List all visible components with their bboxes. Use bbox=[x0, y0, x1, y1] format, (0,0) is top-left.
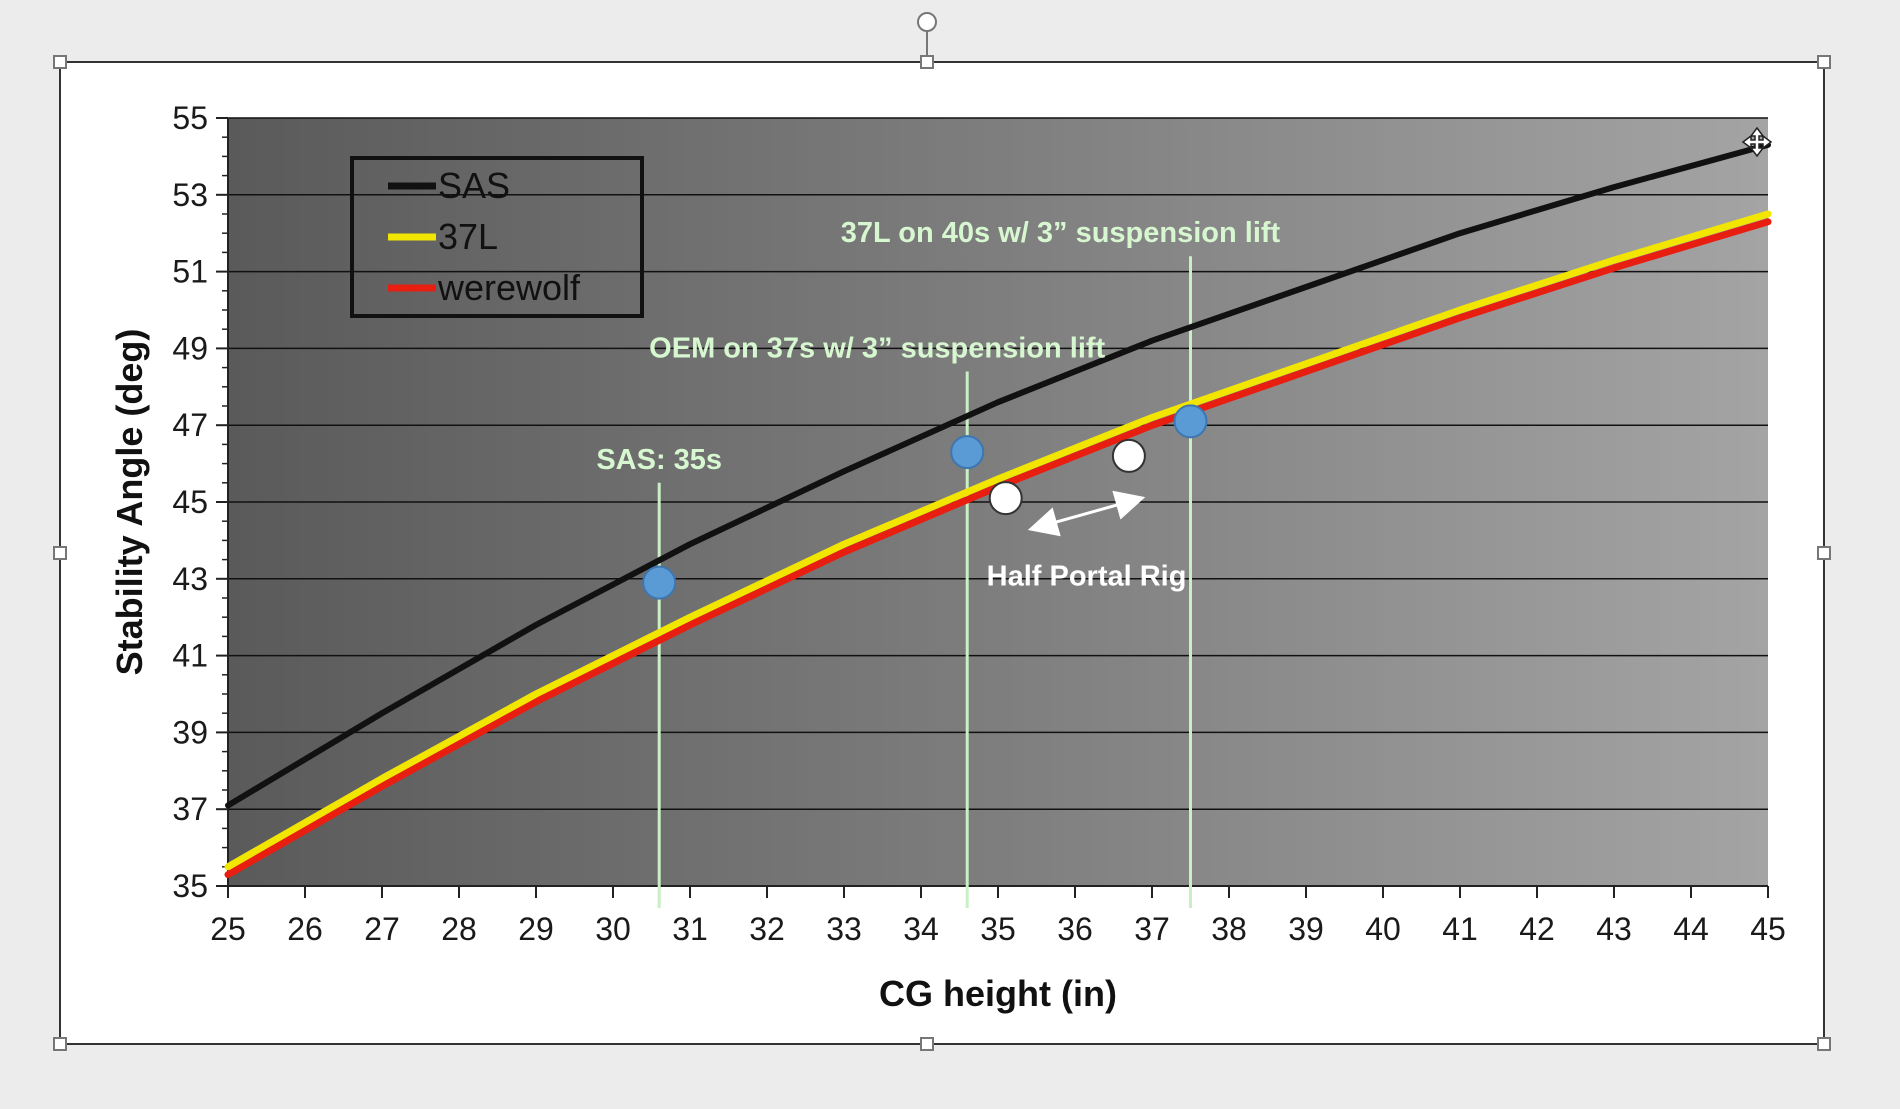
double-arrow bbox=[1027, 490, 1146, 537]
data-point bbox=[1111, 438, 1146, 473]
data-point bbox=[1173, 404, 1208, 439]
legend-label: 37L bbox=[438, 216, 498, 257]
resize-handle-top-right[interactable] bbox=[1817, 55, 1831, 69]
reference-line-label: OEM on 37s w/ 3” suspension lift bbox=[649, 332, 1105, 364]
y-tick-label: 45 bbox=[172, 484, 208, 520]
series-line-37L bbox=[224, 210, 1772, 871]
resize-handle-top[interactable] bbox=[920, 55, 934, 69]
y-tick-label: 53 bbox=[172, 177, 208, 213]
x-tick-label: 31 bbox=[672, 911, 708, 947]
series-line-SAS bbox=[225, 141, 1771, 809]
y-tick-label: 41 bbox=[172, 638, 208, 674]
x-tick-label: 26 bbox=[287, 911, 323, 947]
x-tick-label: 44 bbox=[1673, 911, 1709, 947]
resize-handle-left[interactable] bbox=[53, 546, 67, 560]
data-point bbox=[950, 435, 985, 470]
reference-line-label: SAS: 35s bbox=[596, 444, 722, 476]
x-tick-label: 35 bbox=[980, 911, 1016, 947]
y-tick-label: 43 bbox=[172, 561, 208, 597]
x-tick-label: 34 bbox=[903, 911, 939, 947]
x-tick-label: 29 bbox=[518, 911, 554, 947]
arrow-label: Half Portal Rig bbox=[987, 561, 1187, 593]
x-tick-label: 30 bbox=[595, 911, 631, 947]
x-tick-label: 27 bbox=[364, 911, 400, 947]
data-point bbox=[642, 565, 677, 600]
resize-handle-bottom-right[interactable] bbox=[1817, 1037, 1831, 1051]
legend: SAS 37L werewolf bbox=[350, 156, 644, 318]
legend-box bbox=[350, 156, 644, 318]
resize-handle-bottom[interactable] bbox=[920, 1037, 934, 1051]
x-tick-label: 43 bbox=[1596, 911, 1632, 947]
move-cursor-icon bbox=[1741, 126, 1773, 158]
x-tick-label: 25 bbox=[210, 911, 246, 947]
y-tick-label: 51 bbox=[172, 254, 208, 290]
y-tick-label: 39 bbox=[172, 714, 208, 750]
annotations: SAS: 35s OEM on 37s w/ 3” suspension lift… bbox=[596, 217, 1280, 592]
y-tick-label: 49 bbox=[172, 330, 208, 366]
y-tick-label: 35 bbox=[172, 868, 208, 904]
rotate-handle-icon[interactable] bbox=[917, 12, 937, 32]
resize-handle-right[interactable] bbox=[1817, 546, 1831, 560]
x-tick-label: 36 bbox=[1057, 911, 1093, 947]
legend-label: SAS bbox=[438, 165, 510, 206]
y-axis-title: Stability Angle (deg) bbox=[109, 329, 150, 676]
x-tick-label: 39 bbox=[1288, 911, 1324, 947]
y-tick-label: 55 bbox=[172, 100, 208, 136]
x-tick-label: 42 bbox=[1519, 911, 1555, 947]
x-tick-label: 37 bbox=[1134, 911, 1170, 947]
x-tick-label: 41 bbox=[1442, 911, 1478, 947]
x-tick-label: 45 bbox=[1750, 911, 1786, 947]
resize-handle-bottom-left[interactable] bbox=[53, 1037, 67, 1051]
x-tick-label: 40 bbox=[1365, 911, 1401, 947]
x-axis-title: CG height (in) bbox=[879, 973, 1117, 1014]
marked-points bbox=[642, 404, 1208, 600]
x-tick-label: 33 bbox=[826, 911, 862, 947]
x-tick-label: 38 bbox=[1211, 911, 1247, 947]
x-tick-label: 28 bbox=[441, 911, 477, 947]
resize-handle-top-left[interactable] bbox=[53, 55, 67, 69]
legend-label: werewolf bbox=[437, 267, 581, 308]
reference-line-label: 37L on 40s w/ 3” suspension lift bbox=[841, 217, 1281, 249]
data-point bbox=[988, 481, 1023, 516]
y-tick-label: 37 bbox=[172, 791, 208, 827]
axes: 35 37 39 41 43 45 47 49 51 53 55 25 26 27 28 29 30 31 32 33… bbox=[172, 100, 1785, 947]
y-tick-label: 47 bbox=[172, 407, 208, 443]
x-tick-label: 32 bbox=[749, 911, 785, 947]
